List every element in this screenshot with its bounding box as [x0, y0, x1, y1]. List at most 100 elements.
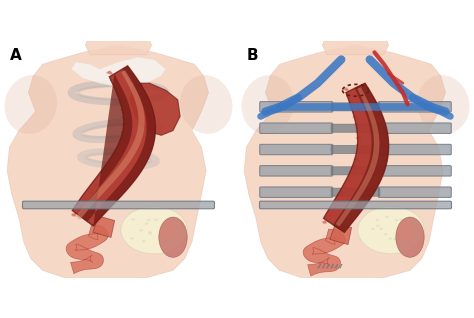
- Ellipse shape: [400, 218, 403, 221]
- Ellipse shape: [148, 232, 152, 235]
- Ellipse shape: [4, 75, 57, 134]
- Polygon shape: [322, 24, 389, 55]
- Polygon shape: [107, 71, 112, 74]
- Polygon shape: [130, 83, 142, 131]
- Polygon shape: [324, 83, 389, 232]
- Polygon shape: [346, 95, 351, 97]
- Polygon shape: [110, 79, 116, 81]
- Polygon shape: [85, 24, 152, 55]
- Ellipse shape: [379, 228, 383, 230]
- Polygon shape: [336, 87, 380, 227]
- Polygon shape: [72, 213, 76, 216]
- Ellipse shape: [155, 218, 158, 221]
- Ellipse shape: [161, 221, 175, 239]
- FancyBboxPatch shape: [331, 188, 380, 196]
- FancyBboxPatch shape: [331, 124, 380, 132]
- Ellipse shape: [376, 225, 380, 227]
- FancyBboxPatch shape: [260, 144, 333, 155]
- Polygon shape: [89, 191, 93, 193]
- Polygon shape: [303, 229, 345, 276]
- Polygon shape: [323, 221, 326, 223]
- Ellipse shape: [145, 222, 148, 225]
- Polygon shape: [119, 101, 126, 104]
- Polygon shape: [100, 176, 105, 178]
- FancyBboxPatch shape: [23, 201, 214, 209]
- Polygon shape: [350, 172, 355, 174]
- Polygon shape: [356, 144, 361, 146]
- FancyBboxPatch shape: [260, 166, 333, 176]
- Polygon shape: [77, 206, 81, 208]
- Ellipse shape: [121, 206, 187, 254]
- Ellipse shape: [139, 229, 143, 232]
- Polygon shape: [110, 161, 115, 163]
- Ellipse shape: [159, 217, 187, 257]
- Text: A: A: [9, 48, 21, 63]
- FancyBboxPatch shape: [260, 123, 333, 134]
- Polygon shape: [117, 94, 123, 96]
- Ellipse shape: [393, 238, 397, 240]
- Polygon shape: [340, 193, 344, 195]
- Polygon shape: [356, 151, 361, 153]
- Ellipse shape: [401, 221, 404, 223]
- Ellipse shape: [88, 0, 149, 31]
- Polygon shape: [118, 146, 123, 149]
- Polygon shape: [354, 158, 359, 160]
- Ellipse shape: [130, 237, 134, 239]
- Polygon shape: [343, 186, 347, 188]
- FancyBboxPatch shape: [378, 187, 451, 197]
- Polygon shape: [336, 200, 339, 202]
- Polygon shape: [331, 207, 335, 209]
- Ellipse shape: [371, 228, 374, 230]
- Polygon shape: [71, 57, 166, 88]
- FancyBboxPatch shape: [378, 102, 451, 112]
- Ellipse shape: [161, 242, 165, 244]
- Ellipse shape: [376, 219, 379, 221]
- Polygon shape: [352, 165, 357, 167]
- Polygon shape: [66, 225, 108, 274]
- FancyBboxPatch shape: [378, 123, 451, 134]
- FancyBboxPatch shape: [260, 187, 333, 197]
- Polygon shape: [114, 154, 119, 156]
- Polygon shape: [130, 83, 180, 135]
- Polygon shape: [356, 130, 361, 132]
- Ellipse shape: [241, 75, 294, 134]
- Ellipse shape: [142, 240, 146, 242]
- FancyBboxPatch shape: [331, 167, 380, 175]
- Polygon shape: [94, 183, 99, 186]
- Polygon shape: [348, 64, 363, 195]
- Polygon shape: [330, 223, 352, 245]
- Polygon shape: [353, 116, 358, 118]
- Polygon shape: [105, 169, 110, 171]
- Polygon shape: [121, 109, 127, 111]
- Polygon shape: [122, 124, 128, 126]
- Ellipse shape: [147, 219, 150, 221]
- FancyBboxPatch shape: [260, 102, 333, 112]
- Ellipse shape: [131, 218, 135, 221]
- Ellipse shape: [398, 221, 412, 239]
- FancyBboxPatch shape: [378, 144, 451, 155]
- Ellipse shape: [148, 231, 152, 234]
- Polygon shape: [327, 214, 330, 216]
- Polygon shape: [7, 45, 209, 280]
- Polygon shape: [355, 123, 360, 125]
- Polygon shape: [244, 45, 446, 280]
- Text: B: B: [246, 48, 258, 63]
- Ellipse shape: [325, 0, 386, 31]
- Ellipse shape: [164, 241, 167, 243]
- Polygon shape: [120, 139, 126, 141]
- Polygon shape: [111, 64, 126, 195]
- FancyBboxPatch shape: [331, 103, 380, 111]
- Polygon shape: [333, 83, 389, 232]
- Polygon shape: [344, 88, 348, 90]
- Polygon shape: [351, 109, 356, 111]
- FancyBboxPatch shape: [259, 201, 451, 209]
- Ellipse shape: [395, 219, 398, 221]
- Ellipse shape: [180, 75, 233, 134]
- Ellipse shape: [162, 238, 165, 240]
- Polygon shape: [356, 137, 362, 139]
- Polygon shape: [121, 131, 128, 134]
- Ellipse shape: [417, 75, 470, 134]
- Polygon shape: [73, 66, 155, 226]
- Ellipse shape: [388, 237, 392, 240]
- Polygon shape: [349, 102, 354, 104]
